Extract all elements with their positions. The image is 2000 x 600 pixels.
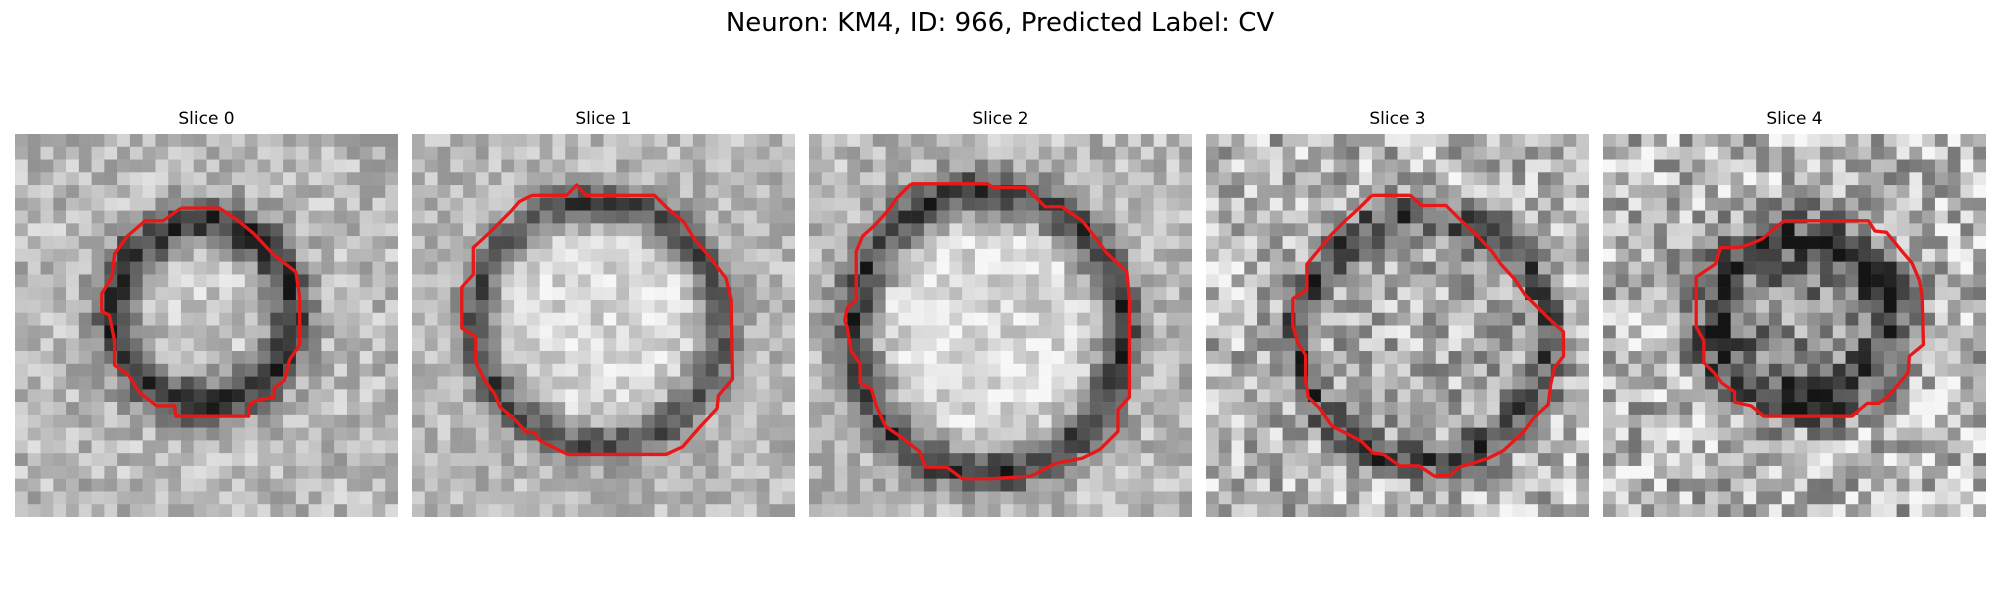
- slice-panel-1: Slice 1: [412, 108, 795, 517]
- slice-panel-0: Slice 0: [15, 108, 398, 517]
- slice-title: Slice 0: [178, 109, 235, 129]
- slice-title: Slice 3: [1369, 109, 1426, 129]
- slice-title: Slice 1: [575, 109, 632, 129]
- slice-panel-3: Slice 3: [1206, 108, 1589, 517]
- slice-image: [15, 134, 398, 517]
- slice-image: [1206, 134, 1589, 517]
- slice-image: [809, 134, 1192, 517]
- slice-title: Slice 2: [972, 109, 1029, 129]
- slice-image: [1603, 134, 1986, 517]
- slice-image: [412, 134, 795, 517]
- slice-panel-4: Slice 4: [1603, 108, 1986, 517]
- slice-panel-2: Slice 2: [809, 108, 1192, 517]
- figure-title: Neuron: KM4, ID: 966, Predicted Label: C…: [725, 8, 1275, 38]
- slice-title: Slice 4: [1766, 109, 1823, 129]
